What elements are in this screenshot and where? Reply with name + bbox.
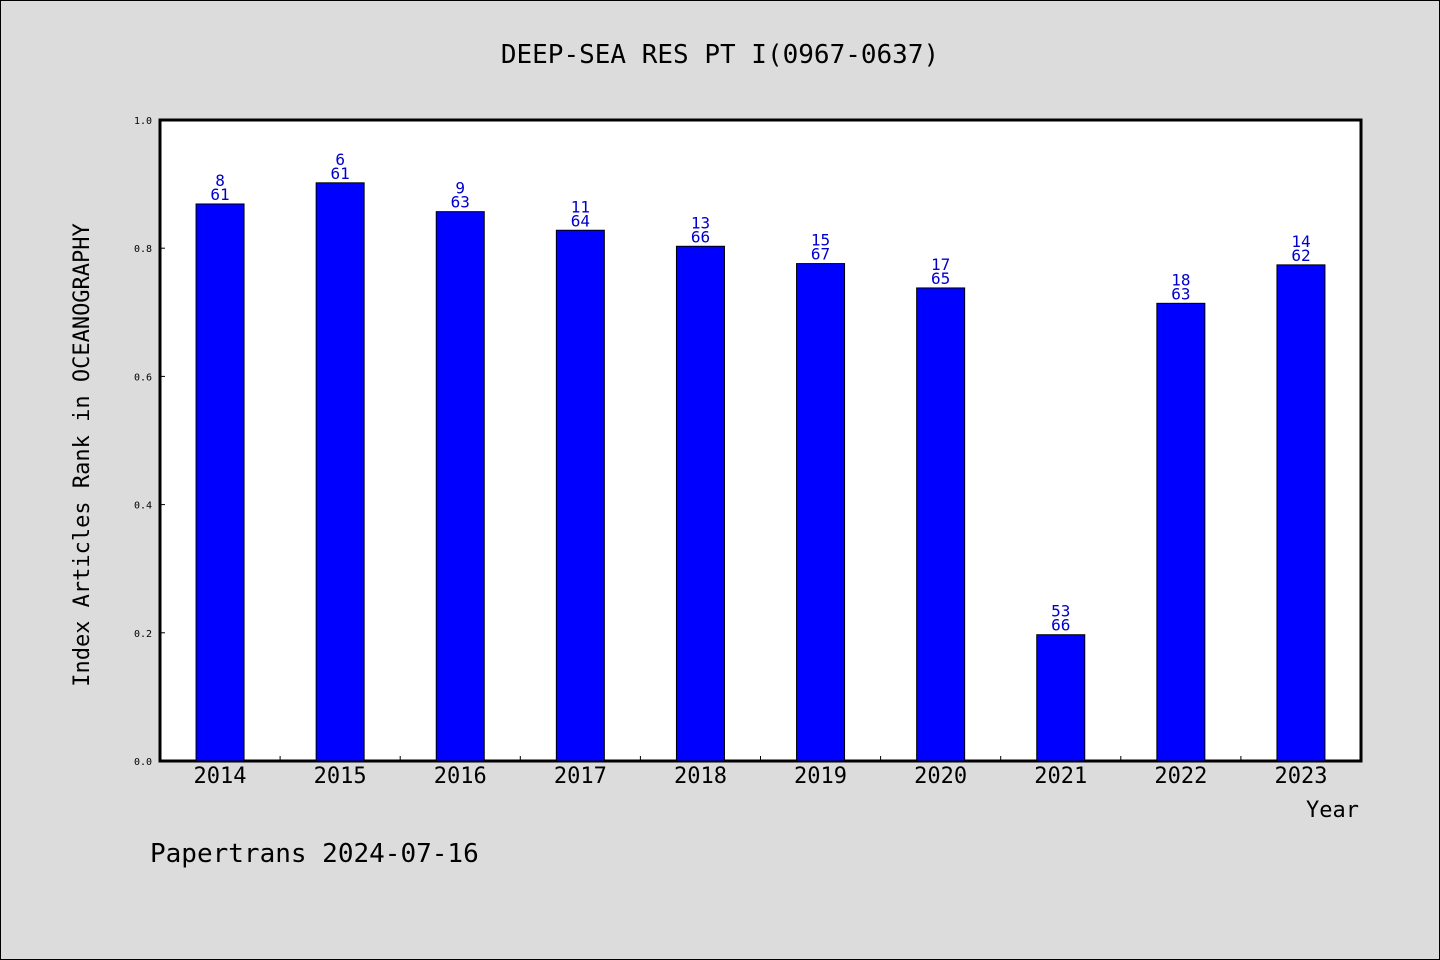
bar-rank-label-2016: 9 <box>455 179 465 198</box>
bar-total-label-2018: 66 <box>691 227 710 246</box>
y-tick-label: 1.0 <box>134 116 152 127</box>
bar-rank-label-2017: 11 <box>571 197 590 216</box>
y-tick-label: 0.4 <box>134 501 152 512</box>
bar-rank-label-2021: 53 <box>1051 602 1070 621</box>
footer-text: Papertrans 2024-07-16 <box>150 839 479 869</box>
x-tick-label: 2016 <box>434 764 487 789</box>
bar-rank-label-2018: 13 <box>691 213 710 232</box>
bar-total-label-2014: 61 <box>210 185 229 204</box>
x-axis-ticks: 2014 2015 2016 2017 2018 2019 2020 2021 2022 2023 <box>194 756 1327 789</box>
bar-total-label-2022: 63 <box>1171 284 1190 303</box>
x-tick-label: 2017 <box>554 764 607 789</box>
bar-2018 <box>675 245 725 762</box>
bar-2014 <box>195 203 245 762</box>
bar-2015 <box>315 182 365 762</box>
bar-2017 <box>555 229 605 762</box>
x-tick-label: 2015 <box>314 764 367 789</box>
bar-rank-label-2019: 15 <box>811 231 830 250</box>
bar-total-label-2020: 65 <box>931 269 950 288</box>
y-axis-label: Index Articles Rank in OCEANOGRAPHY <box>70 223 95 687</box>
bar-2022 <box>1156 302 1206 762</box>
x-tick-label: 2020 <box>914 764 967 789</box>
bars-group <box>195 182 1326 762</box>
bar-total-label-2021: 66 <box>1051 616 1070 635</box>
bar-total-label-2019: 67 <box>811 245 830 264</box>
bar-rank-label-2014: 8 <box>215 171 225 190</box>
chart-title: DEEP-SEA RES PT I(0967-0637) <box>501 40 939 70</box>
bar-rank-label-2022: 18 <box>1171 270 1190 289</box>
y-tick-label: 0.0 <box>134 757 152 768</box>
x-tick-label: 2014 <box>194 764 247 789</box>
bar-2020 <box>916 287 966 762</box>
y-tick-label: 0.6 <box>134 372 152 383</box>
bar-2016 <box>435 211 485 762</box>
x-tick-label: 2022 <box>1154 764 1207 789</box>
y-tick-label: 0.2 <box>134 629 152 640</box>
bar-2023 <box>1276 264 1326 762</box>
bar-2019 <box>796 263 846 762</box>
y-axis-ticks: 0.0 0.2 0.4 0.6 0.8 1.0 <box>134 116 165 768</box>
x-tick-label: 2023 <box>1274 764 1327 789</box>
bar-rank-label-2020: 17 <box>931 255 950 274</box>
x-tick-label: 2021 <box>1034 764 1087 789</box>
x-tick-label: 2019 <box>794 764 847 789</box>
bar-total-label-2015: 61 <box>331 164 350 183</box>
x-tick-label: 2018 <box>674 764 727 789</box>
y-tick-label: 0.8 <box>134 244 152 255</box>
x-axis-label: Year <box>1306 798 1359 823</box>
bar-rank-label-2015: 6 <box>335 150 345 169</box>
bar-total-label-2017: 64 <box>571 211 590 230</box>
bar-rank-label-2023: 14 <box>1291 232 1310 251</box>
bar-total-label-2023: 62 <box>1291 246 1310 265</box>
bar-total-label-2016: 63 <box>451 193 470 212</box>
bar-2021 <box>1036 634 1086 762</box>
